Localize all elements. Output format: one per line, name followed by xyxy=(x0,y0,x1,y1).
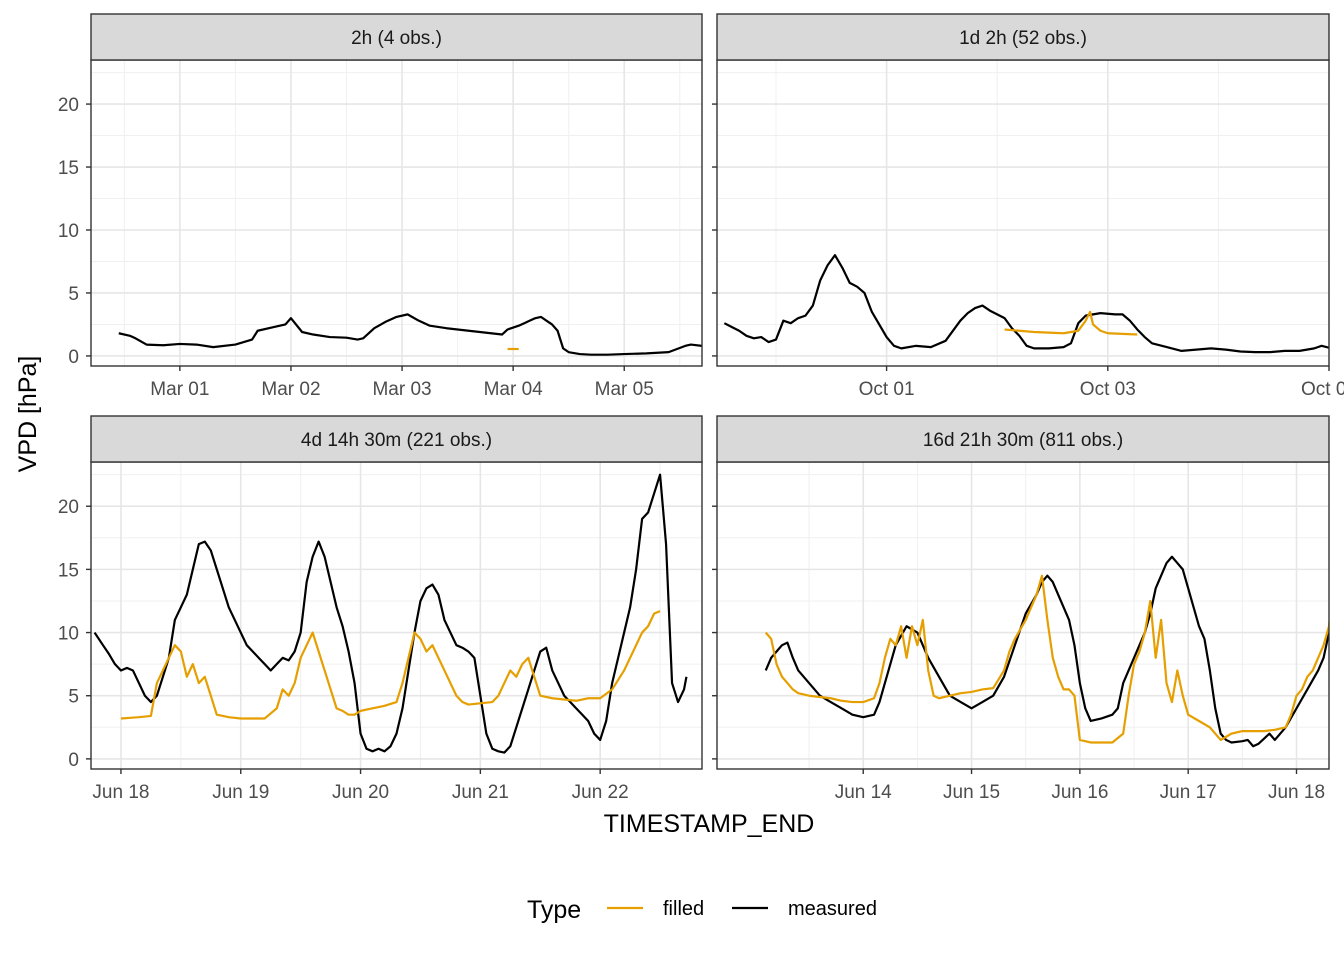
x-axis-title: TIMESTAMP_END xyxy=(604,810,815,838)
series-line-measured xyxy=(93,473,688,754)
panel-3: 4d 14h 30m (221 obs.) 0 5 10 15 20 Jun 18 Jun 1… xyxy=(58,415,703,803)
y-tick-label: 15 xyxy=(58,158,79,179)
facet-strip xyxy=(90,13,703,61)
panel-background xyxy=(717,60,1329,366)
facet-strip-label: 1d 2h (52 obs.) xyxy=(959,28,1087,49)
y-tick-label: 10 xyxy=(58,624,79,645)
panel-background xyxy=(91,60,702,366)
facet-strip xyxy=(90,415,703,463)
x-tick-label: Jun 14 xyxy=(835,782,892,803)
panel-4: 16d 21h 30m (811 obs.) Jun 14 Jun 15 Jun 16… xyxy=(712,415,1330,803)
panels-layer: 2h (4 obs.) 0 5 10 15 20 Mar 01 Mar 02 Mar 03 Mar… xyxy=(58,13,1344,803)
y-tick-label: 5 xyxy=(68,284,79,305)
y-tick-label: 5 xyxy=(68,687,79,708)
facet-strip xyxy=(716,415,1330,463)
panel-1: 2h (4 obs.) 0 5 10 15 20 Mar 01 Mar 02 Mar 03 Mar… xyxy=(58,13,703,400)
x-tick-label: Mar 04 xyxy=(484,379,544,400)
x-tick-label: Jun 20 xyxy=(332,782,389,803)
x-tick-label: Mar 05 xyxy=(595,379,654,400)
y-axis-title: VPD [hPa] xyxy=(14,356,42,473)
series-line-filled xyxy=(120,610,661,720)
x-tick-label: Jun 18 xyxy=(1268,782,1325,803)
series-line-filled xyxy=(1004,310,1138,336)
x-tick-label: Mar 01 xyxy=(150,379,209,400)
panel-background xyxy=(91,462,702,769)
panel-2: 1d 2h (52 obs.) Oct 01 Oct 03 Oct 05 xyxy=(712,13,1344,400)
facet-strip-label: 4d 14h 30m (221 obs.) xyxy=(301,430,492,451)
series-line-measured xyxy=(118,313,702,356)
y-tick-label: 0 xyxy=(68,347,79,368)
x-tick-label: Mar 03 xyxy=(372,379,431,400)
x-tick-label: Mar 02 xyxy=(261,379,320,400)
x-tick-label: Oct 01 xyxy=(859,379,915,400)
y-tick-label: 10 xyxy=(58,221,79,242)
legend: Type filled measured xyxy=(527,896,877,924)
facet-strip-label: 2h (4 obs.) xyxy=(351,28,442,49)
y-tick-label: 15 xyxy=(58,560,79,581)
legend-title: Type xyxy=(527,896,581,924)
x-tick-label: Jun 21 xyxy=(452,782,509,803)
y-tick-label: 20 xyxy=(58,497,79,518)
facet-strip xyxy=(716,13,1330,61)
x-tick-label: Oct 03 xyxy=(1080,379,1136,400)
x-tick-label: Jun 15 xyxy=(943,782,1000,803)
series-line-measured xyxy=(723,254,1329,354)
x-tick-label: Jun 17 xyxy=(1160,782,1217,803)
series-line-filled xyxy=(764,574,1329,744)
facet-strip-label: 16d 21h 30m (811 obs.) xyxy=(923,430,1123,451)
panel-background xyxy=(717,462,1329,769)
legend-label-measured: measured xyxy=(788,898,877,920)
x-tick-label: Jun 16 xyxy=(1051,782,1108,803)
y-tick-label: 20 xyxy=(58,95,79,116)
legend-label-filled: filled xyxy=(663,898,704,920)
x-tick-label: Jun 18 xyxy=(92,782,149,803)
y-tick-label: 0 xyxy=(68,750,79,771)
x-tick-label: Oct 05 xyxy=(1301,379,1344,400)
x-tick-label: Jun 22 xyxy=(572,782,629,803)
x-tick-label: Jun 19 xyxy=(212,782,269,803)
